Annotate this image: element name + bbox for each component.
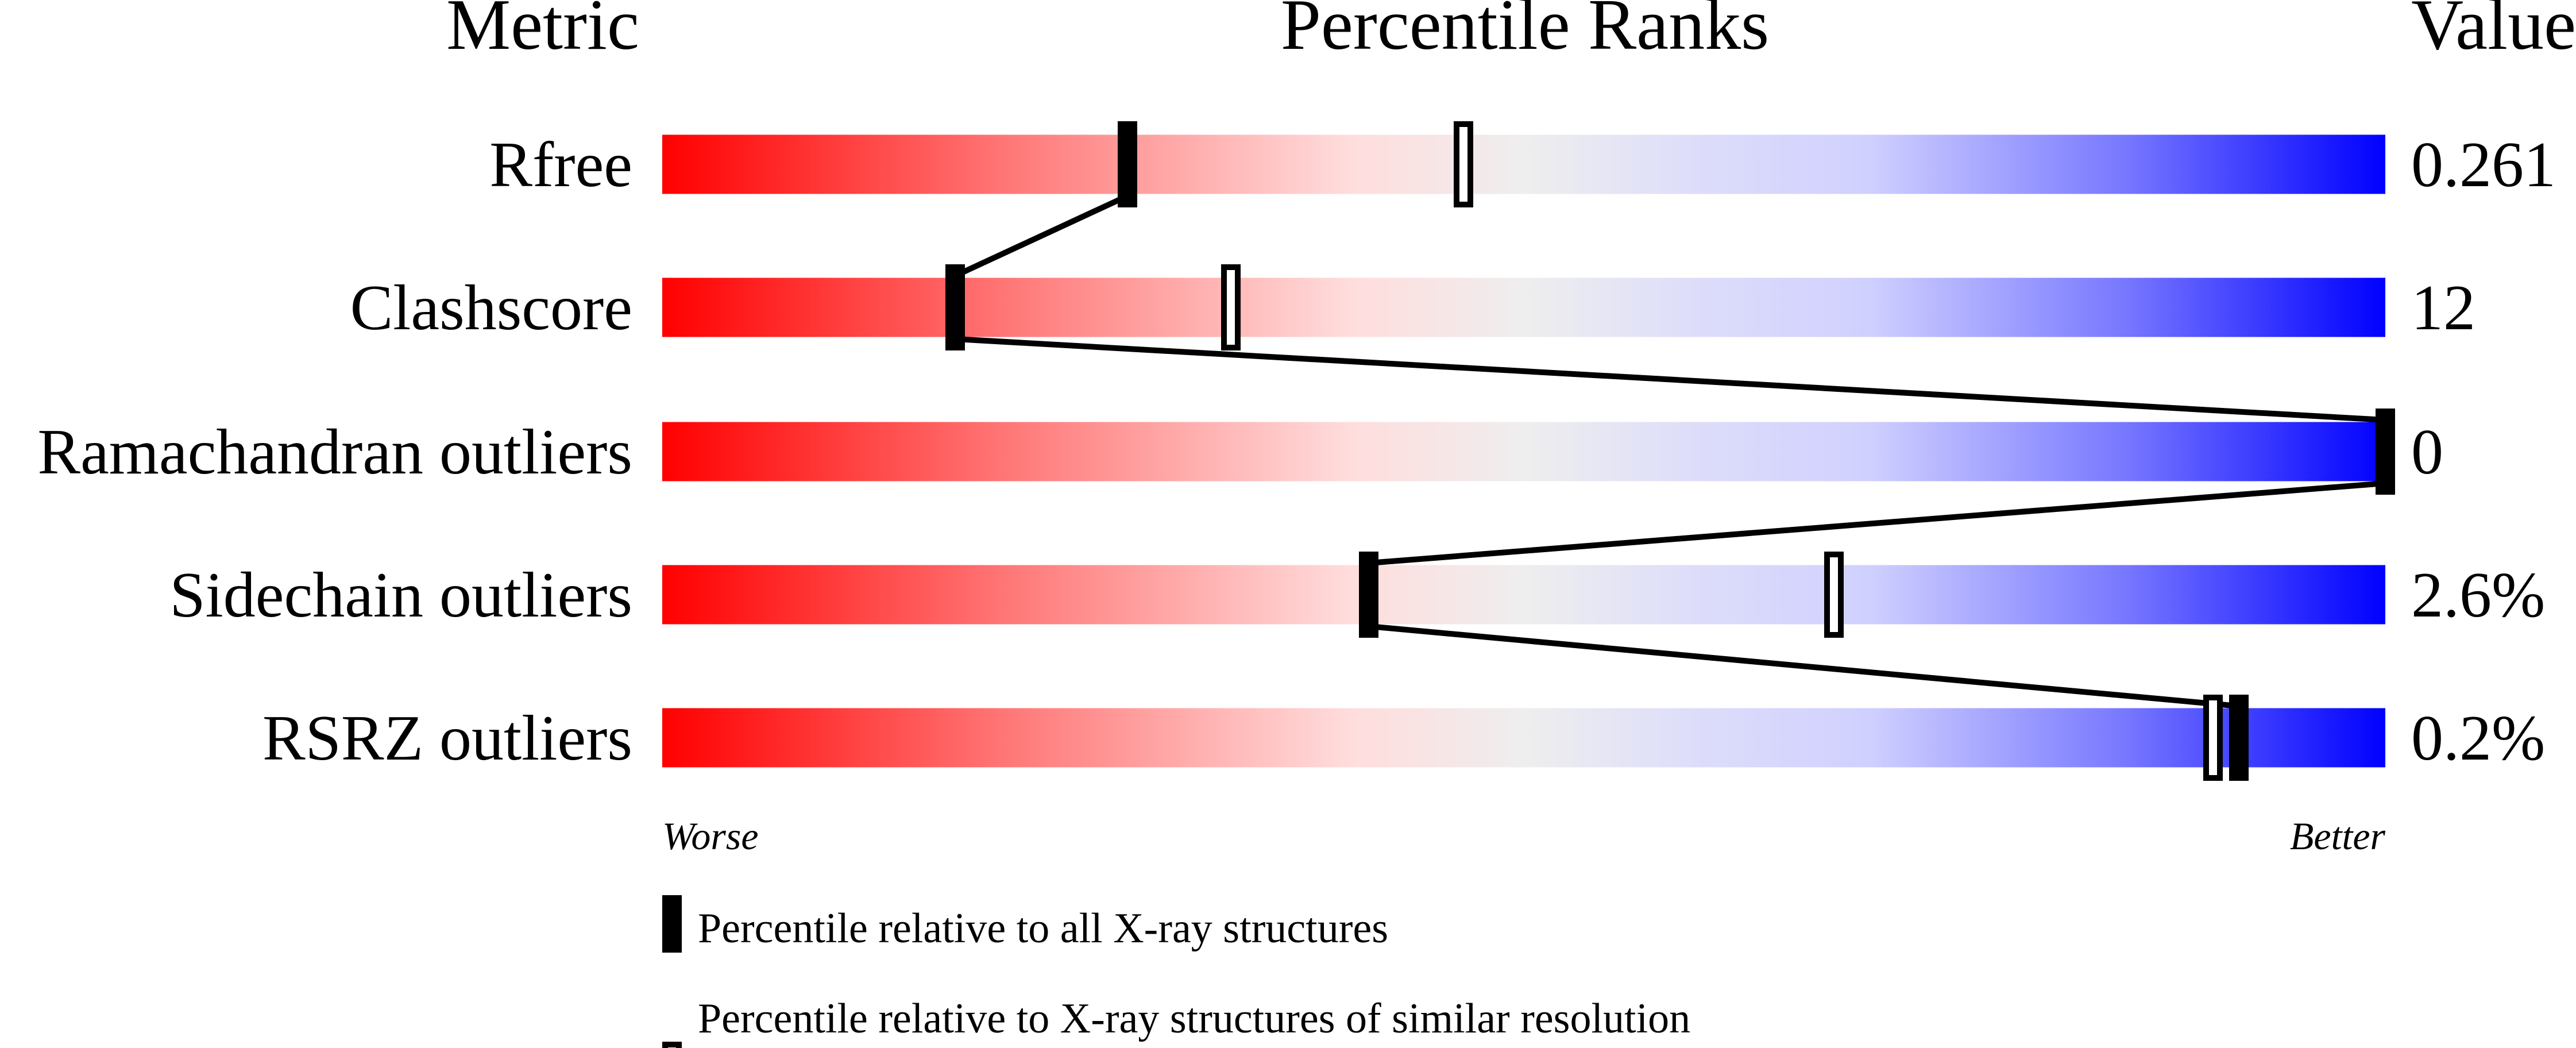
metric-value: 12 [2411, 272, 2475, 344]
metric-label: RSRZ outliers [262, 703, 632, 774]
legend-filled-marker [662, 895, 682, 953]
legend-open-label: Percentile relative to X-ray structures … [698, 995, 1690, 1042]
marker-all-structures [1359, 552, 1378, 638]
metric-label: Ramachandran outliers [37, 417, 632, 488]
marker-all-structures [2229, 695, 2249, 781]
connector-line [1368, 623, 2239, 709]
metric-label: Clashscore [350, 272, 632, 344]
percentile-bar [662, 708, 2385, 768]
metric-label: Rfree [489, 129, 632, 201]
legend-open-marker [662, 1042, 682, 1048]
marker-similar-resolution [2203, 695, 2223, 781]
marker-similar-resolution [1824, 552, 1844, 638]
percentile-bar [662, 278, 2385, 337]
metric-value: 0 [2411, 417, 2443, 488]
marker-all-structures [1118, 121, 1137, 207]
better-label: Better [2290, 814, 2386, 858]
connector-line [955, 336, 2386, 423]
marker-similar-resolution [1221, 264, 1241, 350]
header-percentile-ranks: Percentile Ranks [1281, 0, 1769, 65]
marker-similar-resolution [1454, 121, 1473, 207]
metric-value: 2.6% [2411, 560, 2545, 631]
metric-label: Sidechain outliers [169, 560, 632, 631]
percentile-bar [662, 565, 2385, 625]
percentile-bar [662, 422, 2385, 481]
metric-value: 0.2% [2411, 703, 2545, 774]
percentile-bar [662, 134, 2385, 194]
connector-line [1368, 480, 2386, 566]
header-metric: Metric [446, 0, 639, 65]
worse-label: Worse [662, 814, 759, 858]
header-value: Value [2411, 0, 2576, 65]
metric-value: 0.261 [2411, 129, 2556, 201]
connector-line [953, 193, 1129, 279]
marker-all-structures [2376, 409, 2395, 495]
legend-filled-label: Percentile relative to all X-ray structu… [698, 905, 1388, 952]
marker-all-structures [945, 264, 965, 350]
